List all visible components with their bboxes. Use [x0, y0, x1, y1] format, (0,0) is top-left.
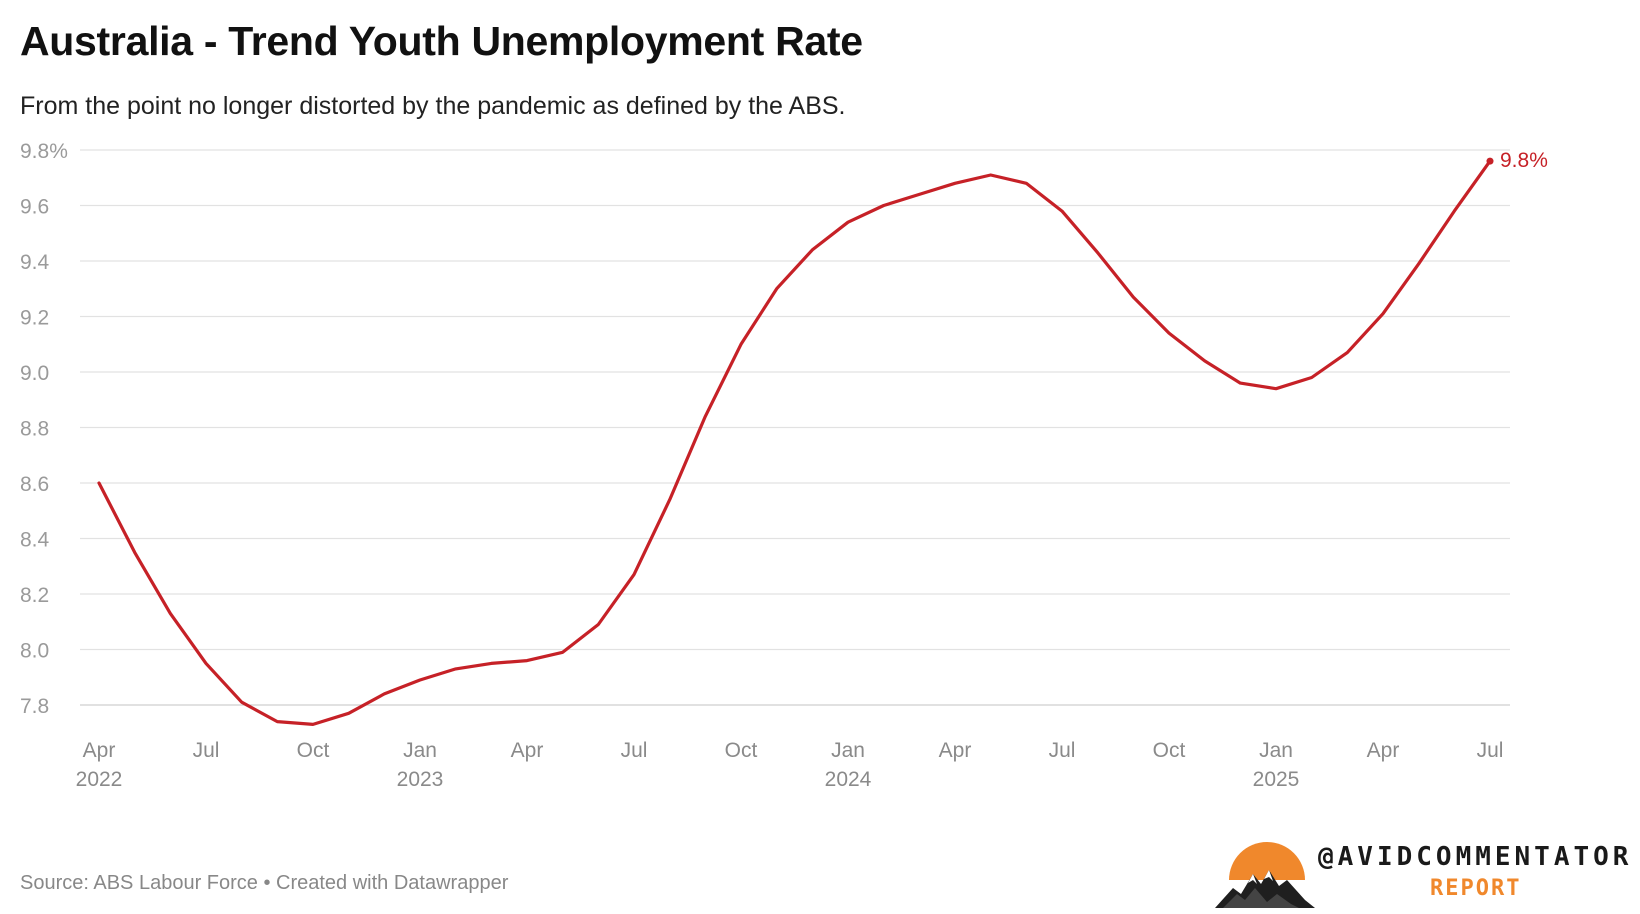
x-tick-year-label: 2024 — [825, 768, 872, 791]
y-tick-label: 8.4 — [20, 529, 50, 552]
y-tick-label: 8.6 — [20, 473, 49, 496]
x-tick-label: Apr — [1367, 739, 1400, 762]
chart-subtitle: From the point no longer distorted by th… — [20, 92, 846, 120]
y-tick-label: 8.2 — [20, 584, 49, 607]
line-chart: 9.8% 9.6 9.4 9.2 9.0 8.8 8.6 8.4 8.2 8.0 7.8 Apr 20… — [20, 140, 1548, 791]
plot-area: 9.8% — [97, 149, 1548, 727]
x-tick-year-label: 2025 — [1253, 768, 1300, 791]
chart-title: Australia - Trend Youth Unemployment Rat… — [20, 18, 863, 64]
x-tick-label: Apr — [83, 739, 116, 762]
x-tick-label: Jan — [403, 739, 437, 762]
x-tick-label: Oct — [297, 739, 330, 762]
x-tick-label: Apr — [939, 739, 972, 762]
x-tick-label: Apr — [511, 739, 544, 762]
x-tick-label: Jul — [1477, 739, 1504, 762]
x-tick-year-label: 2023 — [397, 768, 444, 791]
y-tick-label: 9.8% — [20, 140, 68, 163]
y-tick-label: 9.4 — [20, 251, 50, 274]
y-tick-label: 9.6 — [20, 196, 49, 219]
y-axis: 9.8% 9.6 9.4 9.2 9.0 8.8 8.6 8.4 8.2 8.0 7.8 — [20, 140, 68, 718]
gridlines — [80, 149, 1510, 706]
x-tick-label: Jul — [193, 739, 220, 762]
series-line — [97, 159, 1492, 727]
y-tick-label: 9.2 — [20, 307, 49, 330]
end-value-label: 9.8% — [1500, 149, 1548, 172]
x-tick-label: Jul — [1049, 739, 1076, 762]
brand-logo: @AVIDCOMMENTATOR REPORT — [1215, 838, 1630, 910]
y-tick-label: 7.8 — [20, 695, 49, 718]
source-note: Source: ABS Labour Force • Created with … — [20, 872, 509, 894]
y-tick-label: 8.8 — [20, 418, 49, 441]
x-axis: Apr 2022 Jul Oct Jan 2023 Apr Jul Oct Jan 2024 Apr J… — [76, 739, 1504, 791]
x-tick-label: Jul — [621, 739, 648, 762]
x-tick-label: Jan — [1259, 739, 1293, 762]
mountain-sun-icon — [1215, 842, 1315, 910]
x-tick-label: Oct — [1153, 739, 1186, 762]
y-tick-label: 9.0 — [20, 362, 49, 385]
x-tick-year-label: 2022 — [76, 768, 123, 791]
brand-subtitle: REPORT — [1430, 876, 1522, 901]
brand-name: @AVIDCOMMENTATOR — [1318, 842, 1633, 872]
y-tick-label: 8.0 — [20, 640, 49, 663]
x-tick-label: Oct — [725, 739, 758, 762]
x-tick-label: Jan — [831, 739, 865, 762]
end-point-marker — [1486, 157, 1494, 165]
